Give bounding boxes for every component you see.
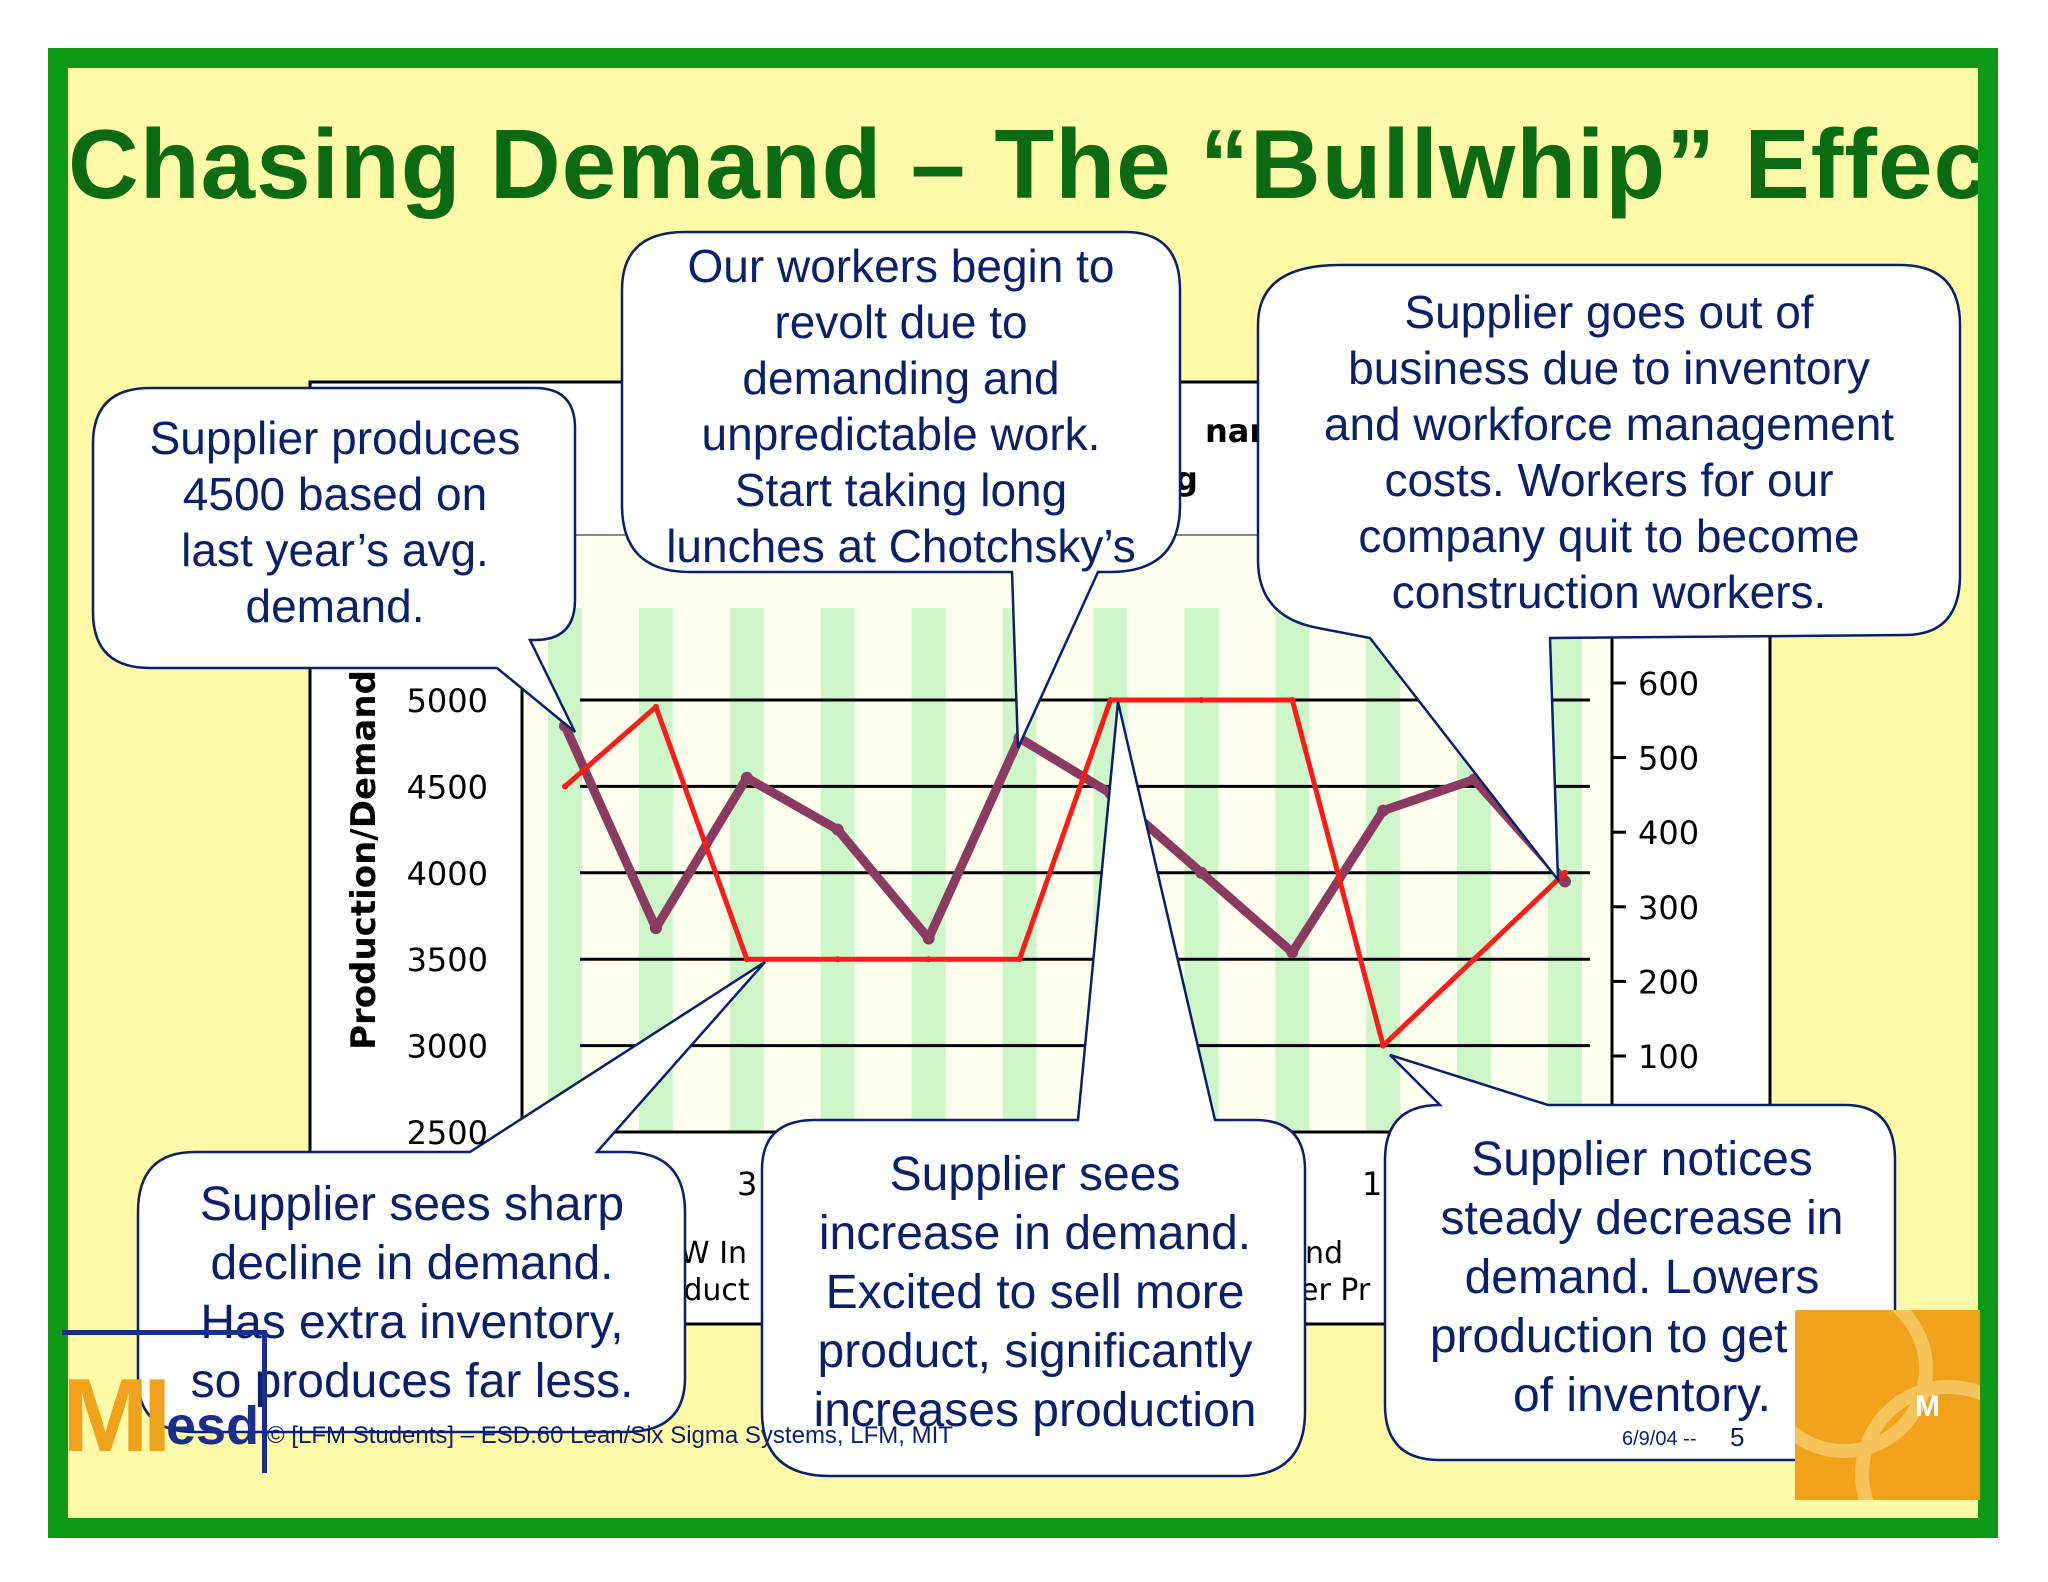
data-point-production	[834, 956, 841, 963]
callout-line: and workforce management	[1323, 398, 1895, 450]
callout-line: construction workers.	[1391, 566, 1827, 618]
y-right-tick-label: 600	[1638, 665, 1699, 703]
callout-line: production to get rid	[1429, 1310, 1855, 1363]
data-point-production	[743, 956, 750, 963]
mit-esd-logo: MI esd	[62, 1330, 267, 1474]
column-stripe	[1275, 608, 1310, 1132]
column-stripe	[911, 608, 946, 1132]
callout-line: Has extra inventory,	[200, 1296, 624, 1349]
callout-text-steady-decrease: Supplier notices steady decrease in demand…	[1392, 1130, 1892, 1425]
callout-line: last year’s avg.	[181, 524, 489, 576]
data-point-production	[1562, 869, 1568, 876]
callout-line: demand.	[245, 580, 425, 632]
callout-bubble-sharp-decline	[136, 960, 766, 1434]
callout-line: Supplier produces	[149, 412, 521, 464]
callout-line: Supplier sees	[889, 1148, 1181, 1201]
callout-line: revolt due to	[774, 296, 1028, 348]
slide-title: Chasing Demand – The “Bullwhip” Effect	[68, 109, 1998, 219]
callout-line: 4500 based on	[182, 468, 488, 520]
callout-text-supplier-produces: Supplier produces 4500 based on last year’…	[100, 410, 570, 634]
callout-line: Start taking long	[734, 464, 1068, 516]
callout-bubble-out-of-business	[1256, 263, 1962, 884]
callout-bubble-workers-revolt	[620, 230, 1182, 749]
data-point-production	[1016, 956, 1023, 963]
data-point-production	[1107, 697, 1114, 703]
callout-bubbles	[91, 230, 1962, 1478]
callout-line: demanding and	[742, 352, 1060, 404]
callout-text-out-of-business: Supplier goes out of business due to inve…	[1262, 284, 1956, 620]
data-point-demand	[831, 823, 844, 836]
callout-line: lunches at Chotchsky’s	[666, 520, 1136, 572]
y-axis-label: Production/Demand	[344, 670, 384, 1050]
y-right-tick-label: 400	[1638, 814, 1699, 852]
callout-line: increases production	[813, 1384, 1257, 1437]
data-point-production	[562, 783, 568, 790]
data-point-production	[1471, 956, 1478, 963]
callout-line: demand. Lowers	[1464, 1251, 1820, 1304]
data-point-demand	[922, 932, 935, 945]
callout-line: unpredictable work.	[701, 408, 1101, 460]
y-right-axis: 100 200 300 400 500 600	[1612, 665, 1699, 1076]
footer-copyright: © [LFM Students] – ESD.60 Lean/Six Sigma…	[267, 1422, 953, 1449]
footer-date: 6/9/04 --	[1622, 1428, 1697, 1450]
legend-fragment: W In	[680, 1236, 747, 1271]
callout-line: business due to inventory	[1348, 342, 1870, 394]
data-point-production	[652, 703, 659, 710]
callout-line: company quit to become	[1358, 510, 1860, 562]
data-point-demand	[649, 922, 662, 935]
callout-line: Our workers begin to	[687, 240, 1115, 292]
column-stripe	[820, 608, 855, 1132]
x-tick-label: 3	[737, 1165, 757, 1203]
y-right-tick-label: 100	[1638, 1038, 1699, 1076]
y-left-tick-label: 3500	[407, 941, 488, 979]
logo-mark: esd	[166, 1396, 260, 1456]
callout-line: of inventory.	[1513, 1369, 1771, 1422]
callout-line: Supplier notices	[1471, 1133, 1813, 1186]
callout-line: increase in demand.	[818, 1207, 1252, 1260]
callout-bubble-increase-demand	[760, 701, 1307, 1478]
column-stripe	[1366, 608, 1401, 1132]
y-left-tick-label: 5000	[407, 682, 488, 720]
data-point-production	[1380, 1042, 1387, 1049]
y-right-tick-label: 200	[1638, 963, 1699, 1001]
data-point-production	[1289, 697, 1296, 703]
legend-fragment: er Pr	[1300, 1273, 1371, 1308]
data-point-production	[1198, 697, 1205, 703]
legend-fragment: nd	[1305, 1236, 1343, 1271]
data-point-demand	[740, 771, 753, 784]
column-stripe	[729, 608, 764, 1132]
callout-line: Supplier goes out of	[1404, 286, 1814, 338]
data-point-production	[925, 956, 932, 963]
callout-line: Excited to sell more	[825, 1266, 1245, 1319]
page-number: 5	[1730, 1422, 1745, 1452]
callout-line: costs. Workers for our	[1384, 454, 1834, 506]
series-line-demand	[560, 724, 1569, 957]
callout-line: Supplier sees sharp	[199, 1178, 625, 1231]
data-point-demand	[1286, 946, 1299, 959]
corner-logo: M	[1795, 1310, 1980, 1500]
data-point-demand	[1377, 804, 1390, 817]
y-right-tick-label: 500	[1638, 740, 1699, 778]
logo-mark: M	[1915, 1390, 1940, 1423]
y-right-tick-label: 300	[1638, 889, 1699, 927]
y-left-tick-label: 4500	[407, 768, 488, 806]
x-tick-label: 1	[1362, 1165, 1382, 1203]
callout-text-workers-revolt: Our workers begin to revolt due to demandi…	[628, 238, 1174, 574]
callout-line: decline in demand.	[210, 1237, 614, 1290]
y-left-tick-label: 3000	[407, 1028, 488, 1066]
y-left-axis: 2500 3000 3500 4000 4500 5000	[407, 682, 488, 1152]
y-left-tick-label: 2500	[407, 1114, 488, 1152]
logo-mark: MI	[62, 1358, 172, 1474]
bar-stripes	[548, 608, 1582, 1132]
data-point-demand	[1195, 866, 1208, 879]
callout-line: product, significantly	[817, 1325, 1253, 1378]
callout-text-increase-demand: Supplier sees increase in demand. Excited …	[770, 1145, 1300, 1440]
callout-bubble-supplier-produces	[91, 386, 577, 733]
callout-line: steady decrease in	[1440, 1192, 1844, 1245]
y-left-tick-label: 4000	[407, 855, 488, 893]
series-line-production	[563, 697, 1567, 1049]
